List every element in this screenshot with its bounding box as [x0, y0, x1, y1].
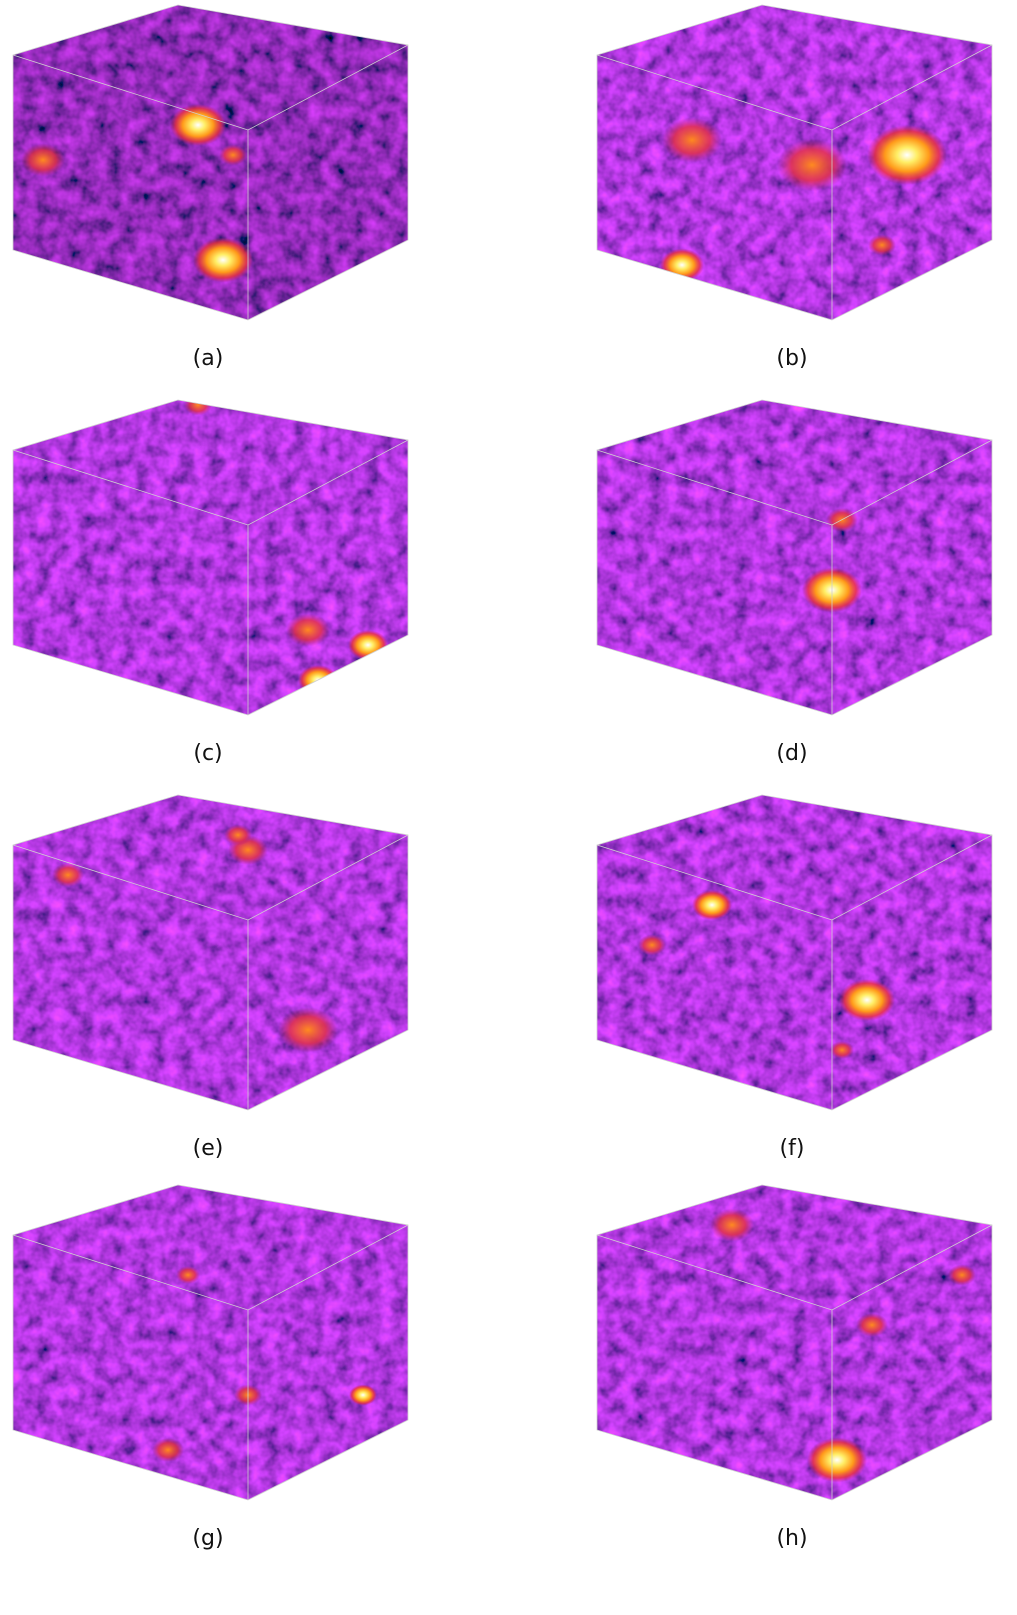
page: (a)(b)(c)(d)(e)(f)(g)(h) (() => { const …	[0, 0, 1017, 1615]
texture	[8, 1185, 413, 1505]
hotspot	[839, 979, 895, 1021]
panel-label: (e)	[193, 1136, 224, 1161]
hotspot	[830, 1041, 854, 1059]
hotspot	[867, 125, 947, 185]
hotspot	[948, 1265, 976, 1286]
hotspot	[219, 145, 247, 166]
hotspot	[349, 1385, 377, 1406]
hotspot	[286, 614, 330, 647]
texture	[8, 795, 413, 1115]
panel-label: (c)	[193, 741, 222, 766]
panel-label: (g)	[192, 1526, 223, 1551]
figure: (a) (b) (c) (d) (e) (f) (g) (h)	[0, 0, 1017, 1615]
panel	[8, 5, 413, 325]
panel	[592, 795, 997, 1115]
panel	[8, 1185, 413, 1505]
hotspot	[710, 1209, 754, 1242]
hotspot	[856, 1313, 888, 1337]
hotspot	[348, 630, 388, 660]
hotspot	[660, 249, 704, 282]
texture	[592, 1185, 997, 1505]
panel	[592, 400, 997, 720]
hotspot	[807, 1438, 867, 1483]
hotspot	[777, 139, 847, 192]
volume-render	[592, 400, 997, 720]
texture	[8, 400, 413, 720]
volume-render	[8, 795, 413, 1115]
panel	[8, 395, 413, 721]
hotspot	[662, 118, 722, 163]
hotspot	[278, 1008, 338, 1053]
hotspot	[170, 104, 226, 146]
texture	[592, 400, 997, 720]
hotspot	[193, 238, 253, 283]
volume-render	[592, 5, 997, 325]
volume-render	[8, 395, 413, 721]
hotspot	[21, 144, 65, 177]
hotspot	[52, 863, 84, 887]
volume-render	[8, 5, 413, 325]
hotspot	[638, 935, 666, 956]
hotspot	[692, 890, 732, 920]
hotspot	[152, 1438, 184, 1462]
hotspot	[868, 235, 896, 256]
panel	[592, 1185, 997, 1505]
hotspot	[224, 825, 252, 846]
panel-label: (b)	[776, 346, 807, 371]
panel-label: (d)	[776, 741, 807, 766]
hotspot	[176, 1266, 200, 1284]
volume-render	[8, 1185, 413, 1505]
panel	[592, 5, 997, 325]
panel-label: (f)	[780, 1136, 805, 1161]
hotspot	[915, 671, 939, 689]
panel	[8, 795, 413, 1115]
panel-label: (a)	[193, 346, 224, 371]
volume-render	[592, 795, 997, 1115]
panel-label: (h)	[776, 1526, 807, 1551]
volume-render	[592, 1185, 997, 1505]
